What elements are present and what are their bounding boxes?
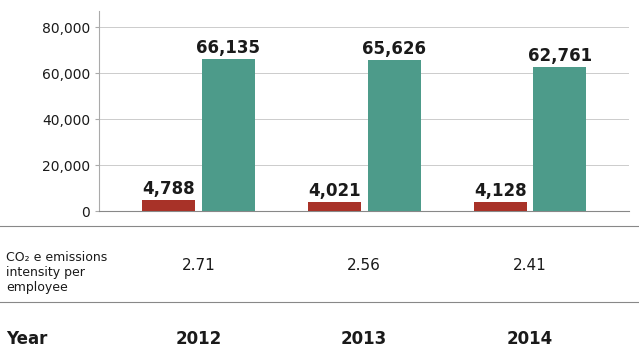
- Text: Year: Year: [6, 329, 48, 348]
- Text: 2.56: 2.56: [347, 258, 381, 273]
- Bar: [367, 60, 420, 211]
- Text: CO₂ e emissions
intensity per
employee: CO₂ e emissions intensity per employee: [6, 251, 107, 294]
- Text: 65,626: 65,626: [362, 40, 426, 58]
- Bar: [534, 67, 587, 211]
- Bar: [473, 202, 527, 211]
- Bar: [142, 200, 195, 211]
- Bar: [308, 202, 361, 211]
- Text: 62,761: 62,761: [528, 47, 592, 65]
- Text: 2.41: 2.41: [513, 258, 547, 273]
- Text: 4,021: 4,021: [308, 182, 360, 200]
- Text: 2012: 2012: [175, 329, 222, 348]
- Text: 66,135: 66,135: [196, 39, 260, 57]
- Bar: [202, 59, 255, 211]
- Text: 4,128: 4,128: [474, 182, 527, 199]
- Text: 4,788: 4,788: [142, 180, 195, 198]
- Text: 2.71: 2.71: [181, 258, 215, 273]
- Text: 2013: 2013: [341, 329, 387, 348]
- Text: 2014: 2014: [507, 329, 553, 348]
